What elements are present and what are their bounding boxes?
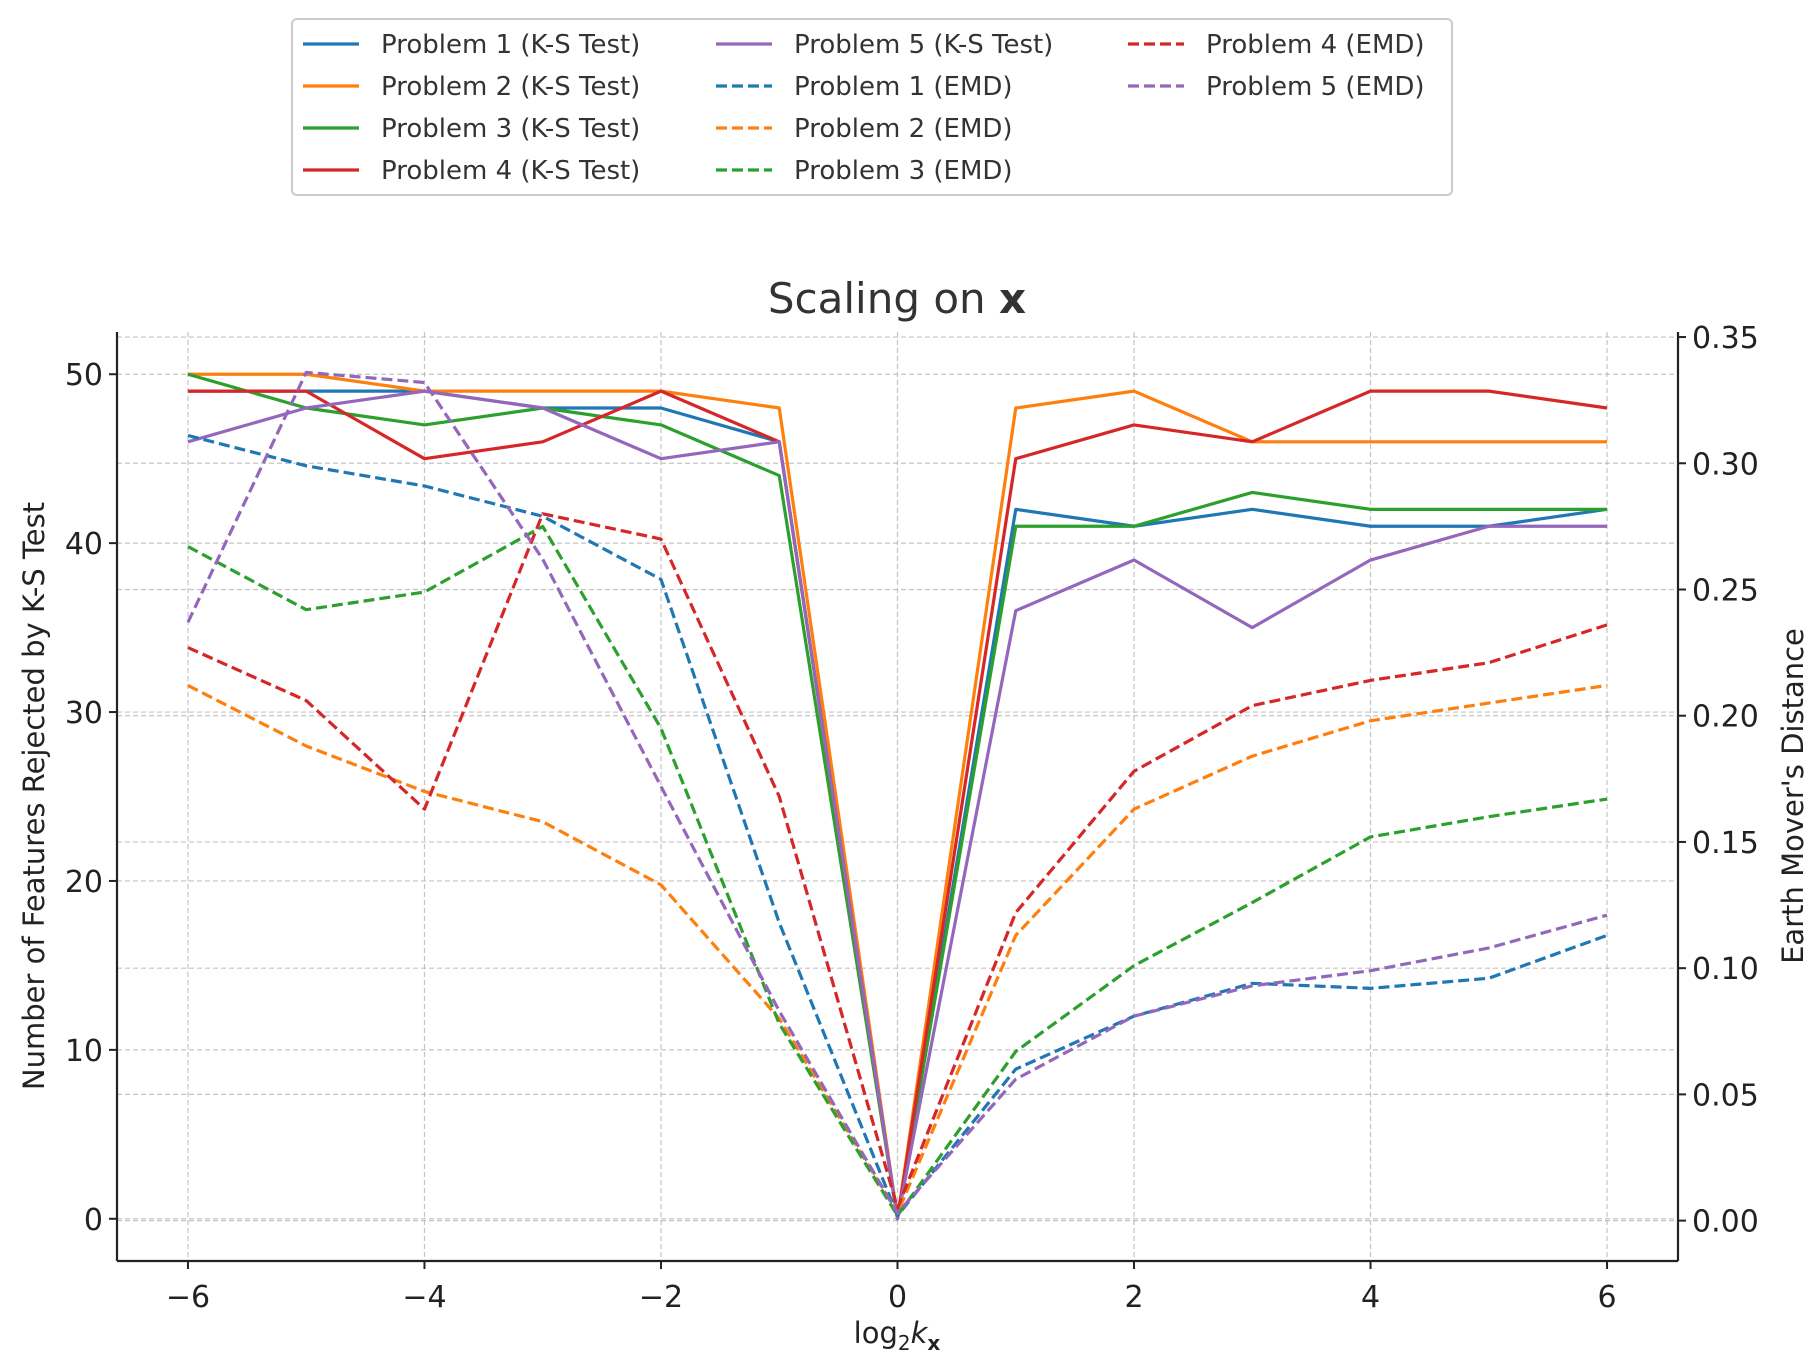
- x-tick-label: 2: [1124, 1280, 1143, 1315]
- legend-label-problem-2-k-s-test: Problem 2 (K-S Test): [381, 72, 640, 102]
- grid-layer: [117, 332, 1678, 1261]
- y-tick-label: 0: [84, 1203, 103, 1238]
- series-line-problem-1-emd: [187, 433, 1608, 1218]
- y2-tick-label: 0.20: [1692, 700, 1759, 735]
- series-line-problem-4-emd: [187, 512, 1608, 1210]
- y-tick-label: 40: [65, 527, 103, 562]
- legend-label-problem-1-k-s-test: Problem 1 (K-S Test): [381, 30, 640, 60]
- y-tick-label: 10: [65, 1034, 103, 1069]
- y2-tick-label: 0.05: [1692, 1078, 1759, 1113]
- x-axis-label-log: log: [854, 1316, 898, 1350]
- ticks-layer: −6 −4 −2 0 2 4 6 0 10 20 30 40 50 0.00 0.05 0.10 0.15 0.2…: [65, 321, 1759, 1315]
- series-line-problem-3-emd: [187, 524, 1608, 1218]
- legend-label-problem-4-k-s-test: Problem 4 (K-S Test): [381, 156, 640, 186]
- chart-title-bold: x: [999, 274, 1026, 323]
- legend-label-problem-3-k-s-test: Problem 3 (K-S Test): [381, 114, 640, 144]
- legend-label-problem-5-emd: Problem 5 (EMD): [1206, 72, 1425, 102]
- y-tick-label: 50: [65, 358, 103, 393]
- y2-tick-label: 0.00: [1692, 1205, 1759, 1240]
- y2-tick-label: 0.15: [1692, 826, 1759, 861]
- legend-label-problem-4-emd: Problem 4 (EMD): [1206, 30, 1425, 60]
- series-line-problem-5-k-s-test: [187, 389, 1608, 1221]
- series-layer: [186, 370, 1608, 1221]
- x-axis-label-base: 2: [898, 1331, 911, 1355]
- y2-tick-label: 0.25: [1692, 573, 1759, 608]
- legend-label-problem-3-emd: Problem 3 (EMD): [794, 156, 1013, 186]
- legend-label-problem-1-emd: Problem 1 (EMD): [794, 72, 1013, 102]
- y-tick-label: 30: [65, 696, 103, 731]
- x-tick-label: −6: [166, 1280, 210, 1315]
- x-tick-label: 6: [1597, 1280, 1616, 1315]
- y2-tick-label: 0.35: [1692, 321, 1759, 356]
- x-tick-label: 4: [1361, 1280, 1380, 1315]
- x-tick-label: −4: [402, 1280, 446, 1315]
- x-axis-label-var-sub: x: [927, 1331, 940, 1355]
- x-tick-label: −2: [639, 1280, 683, 1315]
- x-axis-label-var: k: [911, 1316, 929, 1350]
- y-tick-label: 20: [65, 865, 103, 900]
- y2-axis-label: Earth Mover's Distance: [1776, 628, 1810, 964]
- y-axis-label: Number of Features Rejected by K-S Test: [17, 502, 51, 1090]
- y2-tick-label: 0.30: [1692, 447, 1759, 482]
- legend-label-problem-5-k-s-test: Problem 5 (K-S Test): [794, 30, 1053, 60]
- legend: Problem 1 (K-S Test) Problem 2 (K-S Test)…: [291, 18, 1453, 196]
- chart-title: Scaling on x: [768, 274, 1026, 323]
- series-line-problem-5-emd: [186, 370, 1608, 1215]
- x-tick-label: 0: [888, 1280, 907, 1315]
- legend-frame: [291, 18, 1453, 196]
- legend-items: Problem 1 (K-S Test) Problem 2 (K-S Test)…: [303, 30, 1425, 186]
- chart-title-text: Scaling on: [768, 274, 999, 323]
- y2-tick-label: 0.10: [1692, 952, 1759, 987]
- x-axis-label: log2kx: [854, 1316, 941, 1355]
- legend-label-problem-2-emd: Problem 2 (EMD): [794, 114, 1013, 144]
